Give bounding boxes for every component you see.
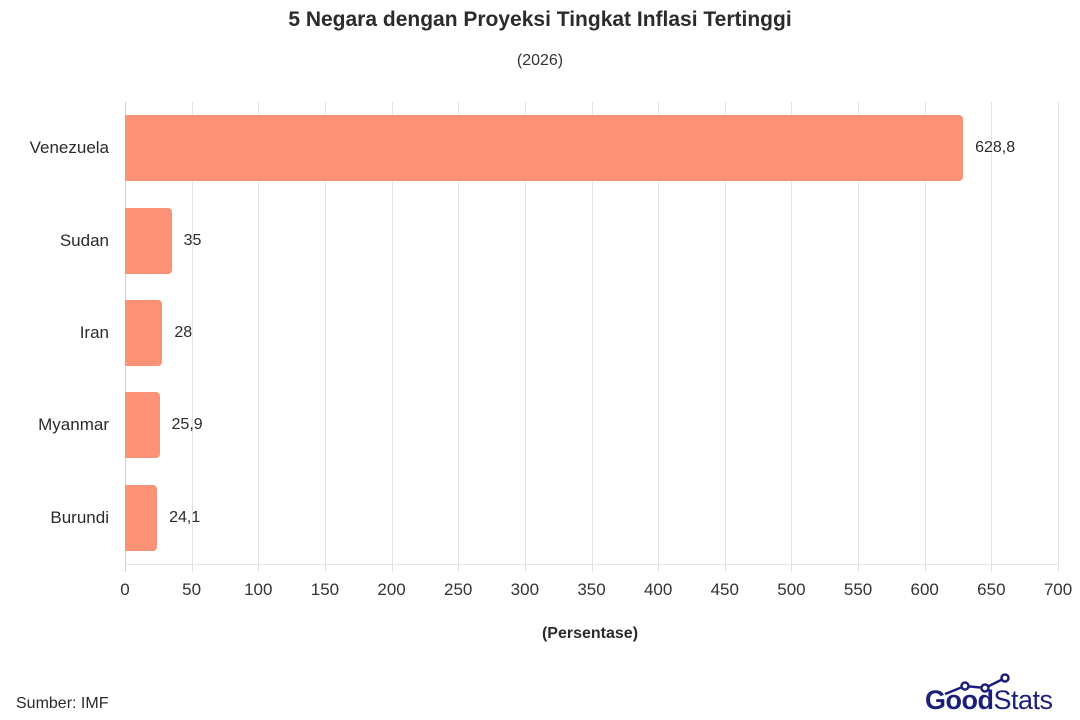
- x-tick-label: 500: [777, 580, 806, 599]
- bar-iran[interactable]: [125, 300, 163, 366]
- gridline: [791, 102, 793, 572]
- category-label: Sudan: [59, 230, 109, 250]
- category-label: Burundi: [50, 507, 109, 527]
- source-note: Sumber: IMF: [16, 695, 109, 712]
- plot-area: [125, 102, 1059, 572]
- x-tick-label: 400: [643, 580, 673, 599]
- x-tick-label: 200: [377, 580, 406, 599]
- trend-line-icon: [944, 673, 1010, 696]
- logo-stats-text: Stats: [993, 685, 1053, 715]
- value-label: 24,1: [169, 508, 201, 526]
- value-label: 628,8: [975, 139, 1016, 157]
- gridline: [591, 102, 593, 572]
- gridline: [924, 102, 926, 572]
- gridline: [658, 102, 660, 572]
- category-label: Venezuela: [29, 138, 109, 158]
- gridline: [1058, 102, 1059, 572]
- goodstats-logo: GoodStats: [925, 672, 1075, 718]
- x-tick-label: 150: [310, 580, 340, 599]
- x-tick-label: 100: [244, 580, 273, 599]
- value-label: 35: [183, 231, 202, 249]
- gridline: [191, 102, 193, 572]
- x-tick-label: 300: [510, 580, 540, 599]
- bar-burundi[interactable]: [125, 484, 158, 551]
- bar-venezuela[interactable]: [125, 115, 964, 182]
- x-tick-label: 450: [710, 580, 739, 599]
- x-tick-label: 350: [577, 580, 606, 599]
- x-tick-label: 50: [182, 580, 202, 599]
- chart-subtitle: (2026): [516, 52, 564, 69]
- category-label: Myanmar: [38, 415, 109, 435]
- x-tick-label: 600: [910, 580, 939, 599]
- x-tick-label: 700: [1043, 580, 1073, 599]
- gridline: [324, 102, 326, 572]
- logo-good-text: Good: [925, 685, 994, 715]
- gridline: [524, 102, 526, 572]
- bar-sudan[interactable]: [125, 207, 172, 274]
- gridline: [724, 102, 726, 572]
- gridline: [991, 102, 993, 572]
- gridline: [258, 102, 260, 572]
- x-tick-label: 0: [120, 580, 130, 599]
- x-tick-label: 550: [843, 580, 873, 599]
- gridline: [458, 102, 460, 572]
- gridline: [391, 102, 393, 572]
- gridline: [858, 102, 860, 572]
- category-label: Iran: [79, 323, 109, 342]
- bar-myanmar[interactable]: [125, 392, 160, 459]
- x-tick-label: 250: [444, 580, 473, 599]
- x-tick-label: 650: [977, 580, 1006, 599]
- value-label: 25,9: [171, 416, 203, 434]
- x-axis-label: (Persentase): [541, 625, 639, 642]
- value-label: 28: [174, 324, 193, 341]
- chart-title: 5 Negara dengan Proyeksi Tingkat Inflasi…: [288, 8, 792, 31]
